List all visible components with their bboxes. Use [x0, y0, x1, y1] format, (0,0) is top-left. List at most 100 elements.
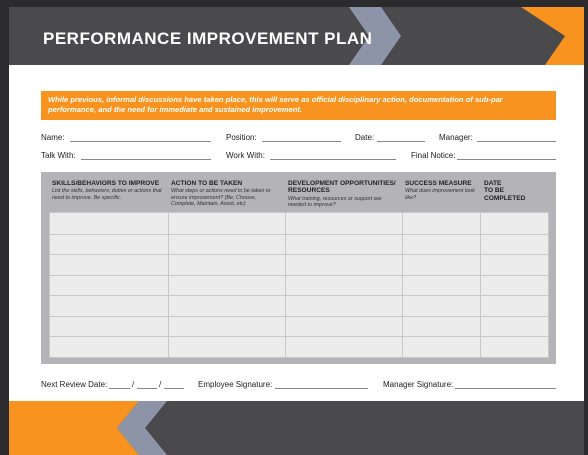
table-cell[interactable] — [480, 254, 548, 275]
date-label: Date: — [355, 133, 375, 142]
date-field[interactable] — [377, 141, 425, 142]
table-row — [50, 316, 548, 337]
page-title: PERFORMANCE IMPROVEMENT PLAN — [43, 29, 373, 48]
manager-signature-label: Manager Signature: — [383, 380, 454, 389]
column-header-development: DEVELOPMENT OPPORTUNITIES/ RESOURCES Wha… — [288, 180, 398, 209]
table-cell[interactable] — [50, 275, 168, 296]
table-cell[interactable] — [285, 213, 402, 234]
outer-border-right — [584, 0, 588, 455]
table-row — [50, 275, 548, 296]
column-header-date: DATE TO BE COMPLETED — [484, 180, 526, 202]
column-divider — [402, 213, 403, 357]
review-day-field[interactable] — [137, 388, 157, 389]
disciplinary-notice-banner: While previous, informal discussions hav… — [41, 91, 556, 120]
column-subtitle: What steps or actions need to be taken t… — [171, 188, 271, 208]
table-cell[interactable] — [285, 275, 402, 296]
review-month-field[interactable] — [109, 388, 130, 389]
column-header-action: ACTION TO BE TAKEN What steps or actions… — [171, 180, 281, 208]
footer-band — [9, 401, 584, 455]
table-row — [50, 234, 548, 255]
date-separator: / — [159, 380, 162, 389]
table-row — [50, 254, 548, 275]
table-cell[interactable] — [285, 295, 402, 316]
table-cell[interactable] — [50, 234, 168, 255]
column-title: DEVELOPMENT OPPORTUNITIES/ RESOURCES — [288, 180, 396, 195]
table-cell[interactable] — [168, 254, 285, 275]
table-cell[interactable] — [402, 254, 480, 275]
table-cell[interactable] — [50, 295, 168, 316]
table-cell[interactable] — [480, 316, 548, 337]
column-title: SUCCESS MEASURE — [405, 180, 472, 187]
footer-chevrons — [9, 401, 167, 455]
header-chevrons — [349, 7, 584, 65]
row-divider — [50, 274, 548, 276]
table-cell[interactable] — [480, 336, 548, 357]
talk-with-field[interactable] — [81, 159, 211, 160]
outer-border-left — [0, 0, 9, 455]
name-field[interactable] — [70, 141, 211, 142]
column-title: DATE TO BE COMPLETED — [484, 180, 526, 202]
column-divider — [168, 213, 169, 357]
column-divider — [285, 213, 286, 357]
table-cell[interactable] — [285, 336, 402, 357]
column-header-success: SUCCESS MEASURE What does improvement lo… — [405, 180, 475, 201]
column-title: SKILLS/BEHAVIORS TO IMPROVE — [52, 180, 160, 187]
header-band: PERFORMANCE IMPROVEMENT PLAN — [9, 7, 584, 65]
table-cell[interactable] — [50, 213, 168, 234]
final-notice-field[interactable] — [457, 159, 556, 160]
employee-signature-field[interactable] — [275, 388, 368, 389]
table-cell[interactable] — [168, 275, 285, 296]
header-orange-chevron — [521, 7, 584, 65]
footer-light-chevron — [117, 401, 167, 455]
row-divider — [50, 233, 548, 235]
table-cell[interactable] — [480, 213, 548, 234]
improvement-table: SKILLS/BEHAVIORS TO IMPROVE List the ski… — [41, 172, 556, 364]
row-divider — [50, 336, 548, 338]
table-cell[interactable] — [50, 336, 168, 357]
row-divider — [50, 295, 548, 297]
table-cell[interactable] — [402, 295, 480, 316]
employee-signature-label: Employee Signature: — [198, 380, 273, 389]
table-row — [50, 213, 548, 234]
table-cell[interactable] — [168, 213, 285, 234]
manager-field[interactable] — [477, 141, 556, 142]
header-light-chevron — [349, 7, 401, 65]
table-cell[interactable] — [50, 254, 168, 275]
table-cell[interactable] — [168, 295, 285, 316]
next-review-date-label: Next Review Date: — [41, 380, 108, 389]
table-cell[interactable] — [285, 234, 402, 255]
manager-signature-field[interactable] — [455, 388, 556, 389]
row-divider — [50, 254, 548, 256]
table-body — [49, 212, 549, 358]
work-with-label: Work With: — [226, 151, 265, 160]
table-cell[interactable] — [402, 336, 480, 357]
table-cell[interactable] — [50, 316, 168, 337]
table-cell[interactable] — [402, 213, 480, 234]
column-subtitle: What training, resources or support are … — [288, 195, 382, 209]
table-cell[interactable] — [168, 336, 285, 357]
table-cell[interactable] — [168, 234, 285, 255]
column-divider — [480, 213, 481, 357]
manager-label: Manager: — [439, 133, 473, 142]
final-notice-label: Final Notice: — [411, 151, 456, 160]
column-title: ACTION TO BE TAKEN — [171, 180, 243, 187]
position-field[interactable] — [262, 141, 341, 142]
table-cell[interactable] — [480, 234, 548, 255]
column-subtitle: What does improvement look like? — [405, 188, 475, 201]
table-cell[interactable] — [285, 316, 402, 337]
date-separator: / — [132, 380, 135, 389]
talk-with-label: Talk With: — [41, 151, 76, 160]
outer-border-top — [0, 0, 588, 7]
table-cell[interactable] — [402, 234, 480, 255]
work-with-field[interactable] — [270, 159, 396, 160]
table-cell[interactable] — [480, 295, 548, 316]
table-cell[interactable] — [402, 316, 480, 337]
table-cell[interactable] — [285, 254, 402, 275]
position-label: Position: — [226, 133, 257, 142]
footer-orange-shape — [9, 401, 139, 455]
row-divider — [50, 315, 548, 317]
table-cell[interactable] — [168, 316, 285, 337]
table-cell[interactable] — [480, 275, 548, 296]
table-cell[interactable] — [402, 275, 480, 296]
review-year-field[interactable] — [164, 388, 184, 389]
